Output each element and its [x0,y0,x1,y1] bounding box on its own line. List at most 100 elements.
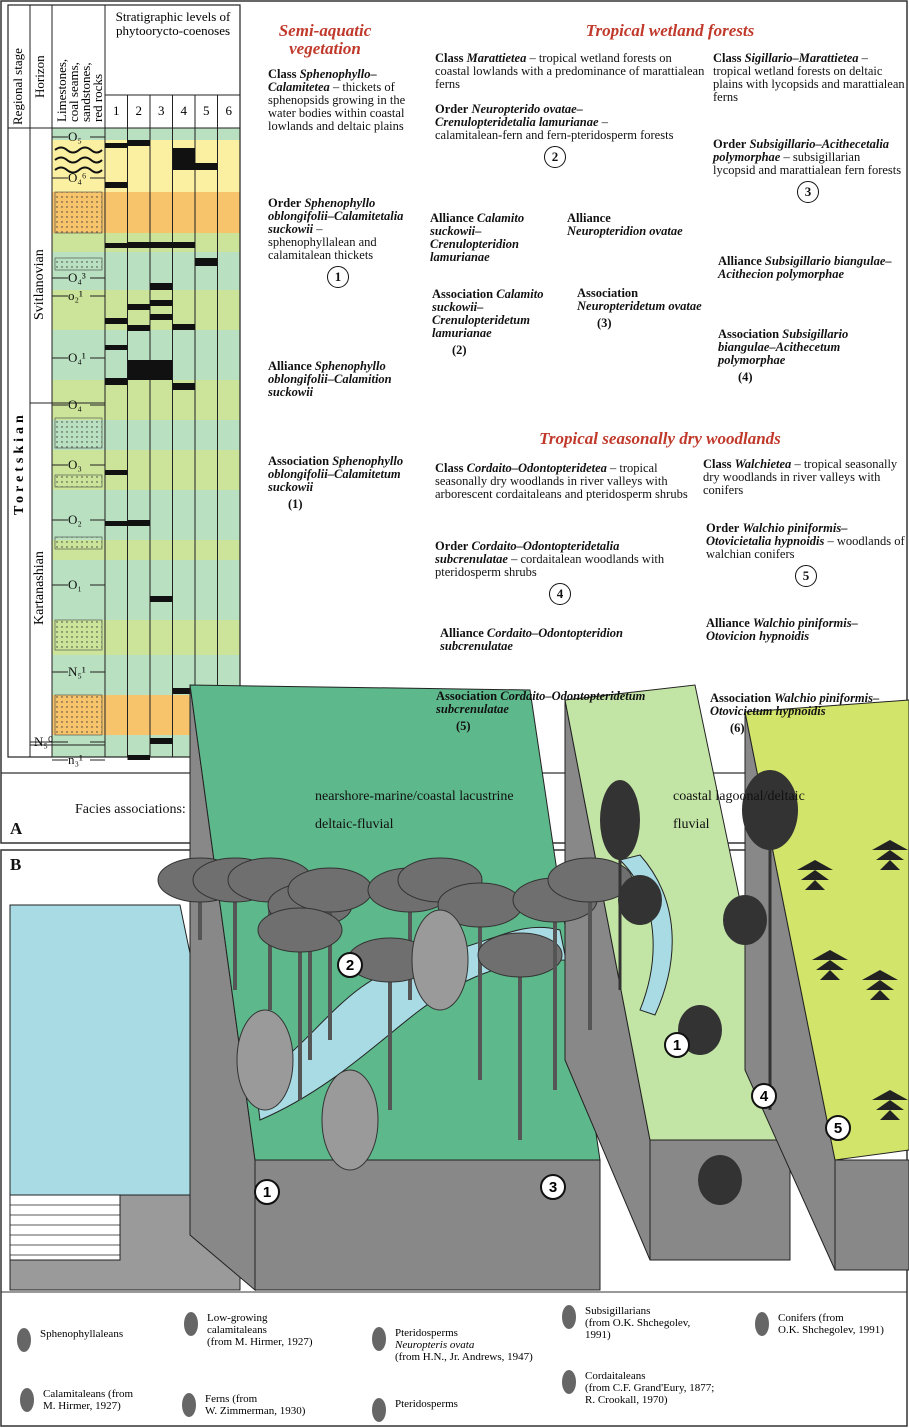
stratigraphic-marker: O₃ [68,458,82,471]
legend-line: Cordaitaleans [585,1370,714,1382]
classification-entry: Alliance Cordaito–Odontopteridion subcre… [440,627,670,653]
circled-number: 3 [797,181,819,203]
group-title: Tropical seasonally dry woodlands [480,430,840,448]
entry-text: Association Walchio piniformis–Otoviciet… [710,692,900,718]
legend-line: Low-growing [207,1312,313,1324]
lithology-header: red rocks [92,74,104,122]
stratigraphic-marker: O₁ [68,578,82,591]
occurrence-bar [150,360,173,380]
classification-entry: Class Sphenophyllo–Calamitetea – thicket… [268,68,418,133]
entry-text: Association Calamito suckowii–Crenulopte… [432,288,562,340]
occurrence-bar [173,324,196,330]
legend-line: Neuropteris ovata [395,1339,533,1351]
legend-line: Pteridosperms [395,1327,533,1339]
levels-header: Stratigraphic levels of phytoorycto-coen… [107,10,239,38]
entry-text: Class Walchietea – tropical seasonally d… [703,458,903,497]
marker-row: 1 [268,266,408,288]
circled-number: 1 [327,266,349,288]
occurrence-bar [195,258,218,266]
syntaxon-name: Marattietea [467,51,527,65]
plant-legend-item: Calamitaleans (fromM. Hirmer, 1927) [43,1388,133,1412]
legend-line: Conifers (from [778,1312,884,1324]
classification-entry: Class Marattietea – tropical wetland for… [435,52,705,91]
sandstone [55,695,102,735]
classification-entry: Order Sphenophyllo oblongifolii–Calamite… [268,197,408,288]
classification-entry: Class Walchietea – tropical seasonally d… [703,458,903,497]
syntaxon-name: Neuropteridetum ovatae [577,299,702,313]
marker-row: (1) [268,498,408,511]
circled-number: 5 [795,565,817,587]
legend-line: Calamitaleans (from [43,1388,133,1400]
sandstone [55,418,102,448]
occurrence-bar [150,314,173,320]
stage-name: Toretskian [14,411,26,515]
stratigraphic-marker: O₄³ [68,271,86,284]
horizon-header: Horizon [34,55,46,98]
legend-line: Ferns (from [205,1393,305,1405]
sandstone [55,620,102,650]
occurrence-bar [150,596,173,602]
classification-entry: Association Sphenophyllo oblongifolii–Ca… [268,455,408,511]
association-number: (3) [597,316,612,330]
panel-label: A [10,822,22,835]
pteridosperm-shrub [723,895,767,945]
rank: Alliance [567,211,611,225]
classification-entry: Association Neuropteridetum ovatae (3) [577,287,702,330]
marker-row: (3) [577,317,702,330]
rank: Class [435,51,463,65]
sandstone [55,258,102,270]
panel-label: B [10,858,21,871]
circled-number: 4 [549,583,571,605]
entry-text: Alliance Subsigillario biangulae–Acithec… [718,255,903,281]
classification-entry: Order Walchio piniformis–Otovicietalia h… [706,522,906,587]
stratigraphic-marker: O₂ [68,513,82,526]
scene-marker: 4 [760,1088,769,1105]
legend-icon [20,1388,34,1412]
classification-entry: Alliance Walchio piniformis–Otovicion hy… [706,617,906,643]
level-number: 6 [218,104,241,118]
scene-marker: 2 [346,957,354,974]
plant-legend-item: Pteridosperms [395,1398,458,1410]
stratigraphic-marker: O₄¹ [68,351,86,364]
classification-entry: Association Subsigillario biangulae–Acit… [718,328,903,384]
scene-marker: 1 [263,1184,271,1201]
level-number: 4 [173,104,196,118]
entry-text: Alliance Cordaito–Odontopteridion subcre… [440,627,670,653]
rank: Class [713,51,741,65]
description: – tropical seasonally dry woodlands in r… [703,457,897,497]
entry-text: Association Neuropteridetum ovatae [577,287,702,313]
tree-crown [288,868,372,912]
syntaxon-name: Neuropteridion ovatae [567,224,683,238]
stratigraphic-marker: o₂¹ [68,289,83,302]
stratigraphic-marker: O₄ [68,398,82,411]
syntaxon-name: Cordaito–Odontopteridetea [467,461,607,475]
scene-marker: 3 [549,1179,557,1196]
entry-text: Alliance Calamito suckowii–Crenulopterid… [430,212,560,264]
occurrence-bar [173,148,196,170]
classification-entry: Alliance Subsigillario biangulae–Acithec… [718,255,903,281]
pteridosperm-shrub [698,1155,742,1205]
syntaxon-name: Sigillario–Marattietea [745,51,859,65]
legend-line: calamitaleans [207,1324,313,1336]
sandstone [55,192,102,233]
scene-marker: 5 [834,1120,842,1137]
entry-text: Order Subsigillario–Acithecetalia polymo… [713,138,903,177]
occurrence-bar [105,345,128,350]
rank: Alliance [706,616,750,630]
legend-line: O.K. Shchegolev, 1991) [778,1324,884,1336]
block-front [835,1160,909,1270]
occurrence-bar [128,360,151,380]
level-number: 2 [128,104,151,118]
cordaite-crown [600,780,640,860]
legend-icon [562,1305,576,1329]
occurrence-bar [173,242,196,248]
occurrence-bar [150,242,173,248]
entry-text: Alliance Neuropteridion ovatae [567,212,687,238]
occurrence-bar [105,521,128,526]
classification-entry: Alliance Calamito suckowii–Crenulopterid… [430,212,560,264]
rank: Association [432,287,493,301]
occurrence-bar [150,300,173,306]
association-number: (1) [288,497,303,511]
